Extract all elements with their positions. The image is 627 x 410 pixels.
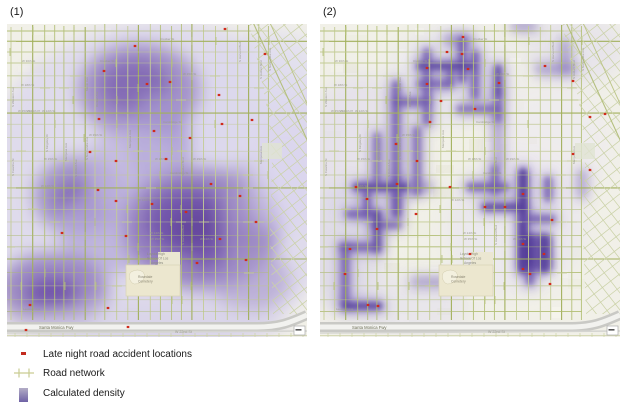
svg-text:School Of Los: School Of Los bbox=[460, 257, 482, 261]
svg-text:Mariposa Ave: Mariposa Ave bbox=[441, 130, 445, 148]
svg-text:S Harvard Blvd: S Harvard Blvd bbox=[551, 41, 555, 62]
svg-text:W 30th St: W 30th St bbox=[22, 59, 35, 63]
svg-text:Denker Ave: Denker Ave bbox=[95, 91, 99, 107]
svg-text:Crocker St: Crocker St bbox=[160, 37, 174, 41]
svg-text:S Harvard Blvd: S Harvard Blvd bbox=[238, 41, 242, 62]
svg-text:W 24th St: W 24th St bbox=[513, 237, 526, 241]
svg-text:W 18th St: W 18th St bbox=[468, 157, 481, 161]
svg-text:W 15th St: W 15th St bbox=[44, 157, 57, 161]
svg-text:W 18th St: W 18th St bbox=[155, 157, 168, 161]
svg-text:W 15th St: W 15th St bbox=[183, 72, 196, 76]
svg-text:Angeles: Angeles bbox=[151, 261, 164, 265]
svg-text:Cambridge St: Cambridge St bbox=[170, 171, 189, 175]
svg-text:Leeward Ave: Leeward Ave bbox=[336, 307, 354, 311]
svg-text:W 35th St: W 35th St bbox=[331, 109, 344, 113]
svg-text:S Normandie Ave: S Normandie Ave bbox=[85, 136, 89, 160]
svg-text:Cemetery: Cemetery bbox=[138, 280, 153, 284]
svg-text:Crocker St: Crocker St bbox=[473, 37, 487, 41]
svg-text:W 35th St: W 35th St bbox=[151, 237, 164, 241]
svg-text:Angeles: Angeles bbox=[464, 261, 477, 265]
svg-text:Loyola High: Loyola High bbox=[147, 252, 165, 256]
svg-text:Cambridge St: Cambridge St bbox=[476, 120, 495, 124]
svg-text:S Hobart Blvd: S Hobart Blvd bbox=[259, 60, 263, 79]
svg-text:S Normandie Ave: S Normandie Ave bbox=[398, 136, 402, 160]
svg-text:Mariposa Ave: Mariposa Ave bbox=[377, 143, 381, 161]
svg-text:S Normandie Ave: S Normandie Ave bbox=[581, 47, 585, 71]
svg-text:W 24th St: W 24th St bbox=[200, 237, 213, 241]
svg-text:W 12th St: W 12th St bbox=[451, 198, 464, 202]
svg-text:S Hobart Blvd: S Hobart Blvd bbox=[494, 157, 498, 176]
svg-text:W 35th St: W 35th St bbox=[18, 109, 31, 113]
svg-text:Menlo Ave: Menlo Ave bbox=[85, 77, 89, 91]
svg-text:Mariposa Ave: Mariposa Ave bbox=[259, 146, 263, 164]
svg-text:W 29th St: W 29th St bbox=[506, 157, 519, 161]
svg-text:S Western Ave: S Western Ave bbox=[11, 87, 15, 107]
svg-text:School Of Los: School Of Los bbox=[147, 257, 169, 261]
svg-text:Leeward Ave: Leeward Ave bbox=[23, 307, 41, 311]
svg-text:S Catalina St: S Catalina St bbox=[324, 158, 328, 176]
svg-text:W 35th St: W 35th St bbox=[464, 237, 477, 241]
svg-text:W 18th St: W 18th St bbox=[21, 83, 34, 87]
svg-text:S Kingsley Dr: S Kingsley Dr bbox=[358, 134, 362, 152]
svg-text:Menlo Ave: Menlo Ave bbox=[398, 77, 402, 91]
svg-text:W 14th St: W 14th St bbox=[150, 231, 163, 235]
svg-text:W 15th St: W 15th St bbox=[496, 72, 509, 76]
svg-text:S Hobart Blvd: S Hobart Blvd bbox=[181, 157, 185, 176]
svg-text:S Oxford Ave: S Oxford Ave bbox=[387, 159, 391, 177]
svg-text:W 14th St: W 14th St bbox=[463, 231, 476, 235]
svg-text:Cambridge St: Cambridge St bbox=[483, 171, 502, 175]
svg-text:W 12th St: W 12th St bbox=[42, 109, 55, 113]
svg-text:Cambridge St: Cambridge St bbox=[163, 120, 182, 124]
svg-text:S Normandie Ave: S Normandie Ave bbox=[268, 47, 272, 71]
svg-text:Crocker St: Crocker St bbox=[100, 59, 114, 63]
svg-text:W 18th St: W 18th St bbox=[334, 83, 347, 87]
svg-text:W 35th St: W 35th St bbox=[89, 133, 102, 137]
svg-text:W 22nd St: W 22nd St bbox=[175, 330, 192, 334]
svg-text:Cemetery: Cemetery bbox=[451, 280, 466, 284]
svg-text:S Kingsley Dr: S Kingsley Dr bbox=[45, 134, 49, 152]
svg-text:W 12th St: W 12th St bbox=[138, 198, 151, 202]
svg-text:Mariposa Ave: Mariposa Ave bbox=[64, 143, 68, 161]
svg-text:Santa Monica Fwy: Santa Monica Fwy bbox=[352, 325, 387, 330]
svg-text:W 15th St: W 15th St bbox=[357, 157, 370, 161]
svg-text:W 12th St: W 12th St bbox=[355, 109, 368, 113]
svg-text:S Harvard Blvd: S Harvard Blvd bbox=[181, 224, 185, 245]
svg-text:Rosedale: Rosedale bbox=[451, 275, 465, 279]
svg-text:S Harvard Blvd: S Harvard Blvd bbox=[494, 224, 498, 245]
svg-text:W 35th St: W 35th St bbox=[402, 133, 415, 137]
svg-text:W 29th St: W 29th St bbox=[193, 157, 206, 161]
svg-text:W 12th St: W 12th St bbox=[41, 184, 54, 188]
svg-text:S Hobart Blvd: S Hobart Blvd bbox=[572, 60, 576, 79]
svg-text:S Western Ave: S Western Ave bbox=[324, 87, 328, 107]
svg-text:Rosedale: Rosedale bbox=[138, 275, 152, 279]
svg-text:W 36th Pl: W 36th Pl bbox=[27, 109, 40, 113]
svg-text:S Oxford Ave: S Oxford Ave bbox=[74, 159, 78, 177]
svg-text:W 22nd St: W 22nd St bbox=[488, 330, 505, 334]
svg-text:W 36th Pl: W 36th Pl bbox=[340, 109, 353, 113]
svg-text:W 12th St: W 12th St bbox=[354, 184, 367, 188]
svg-text:S Catalina St: S Catalina St bbox=[11, 158, 15, 176]
svg-text:Santa Monica Fwy: Santa Monica Fwy bbox=[39, 325, 74, 330]
svg-text:Crocker St: Crocker St bbox=[413, 59, 427, 63]
svg-text:Mariposa Ave: Mariposa Ave bbox=[128, 130, 132, 148]
svg-text:Denker Ave: Denker Ave bbox=[408, 91, 412, 107]
svg-text:W 30th St: W 30th St bbox=[335, 59, 348, 63]
